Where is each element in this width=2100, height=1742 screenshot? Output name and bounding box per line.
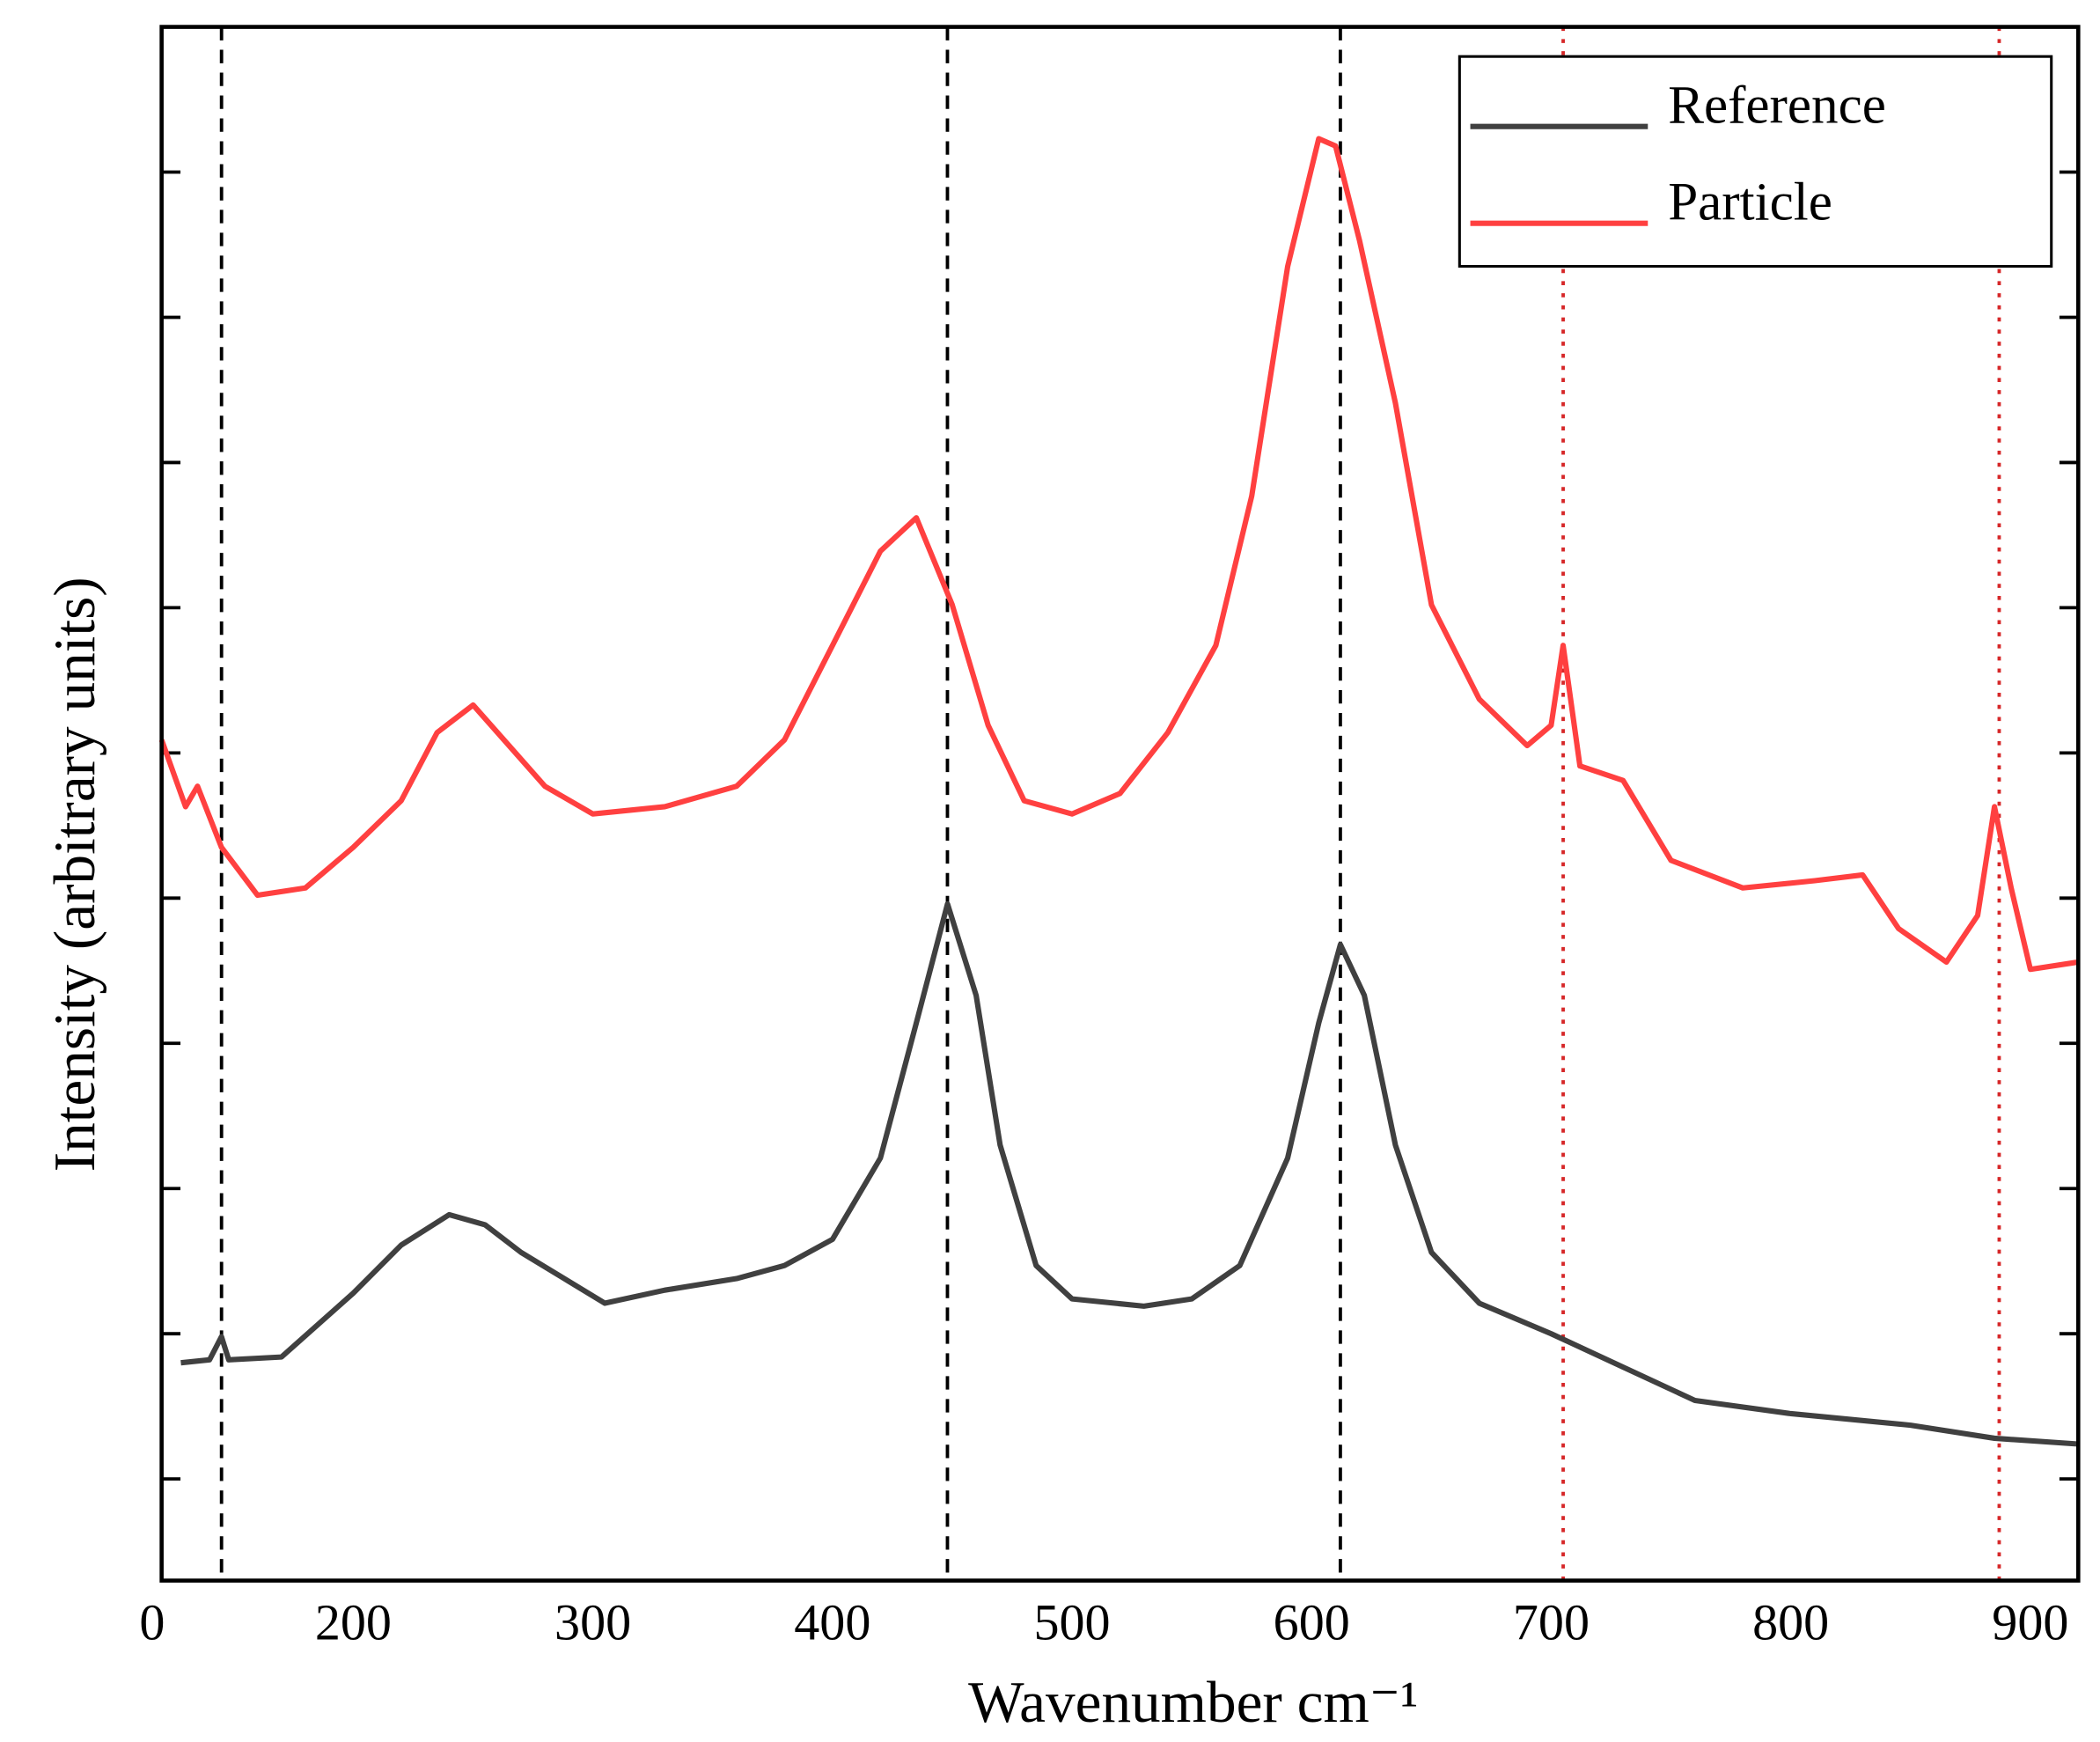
x-tick-label: 300: [554, 1593, 631, 1650]
series-line: [158, 136, 2079, 973]
legend-box: [1458, 55, 2053, 268]
x-tick-label: 700: [1513, 1593, 1590, 1650]
plot-frame: [159, 25, 2081, 1583]
x-tick-label: 500: [1033, 1593, 1110, 1650]
legend-label: Particle: [1668, 173, 1832, 232]
y-axis-title: Intensity (arbitrary units): [41, 577, 107, 1172]
x-tick-label: 400: [794, 1593, 870, 1650]
x-tick-label: 900: [1992, 1593, 2068, 1650]
x-origin-label: 0: [139, 1593, 165, 1650]
series-line: [180, 900, 2079, 1447]
x-tick-label: 800: [1752, 1593, 1829, 1650]
x-tick-label: 200: [315, 1593, 392, 1650]
legend-label: Reference: [1668, 76, 1886, 135]
x-tick-label: 600: [1274, 1593, 1350, 1650]
x-axis-title: Wavenumber cm⁻¹: [968, 1669, 1418, 1735]
